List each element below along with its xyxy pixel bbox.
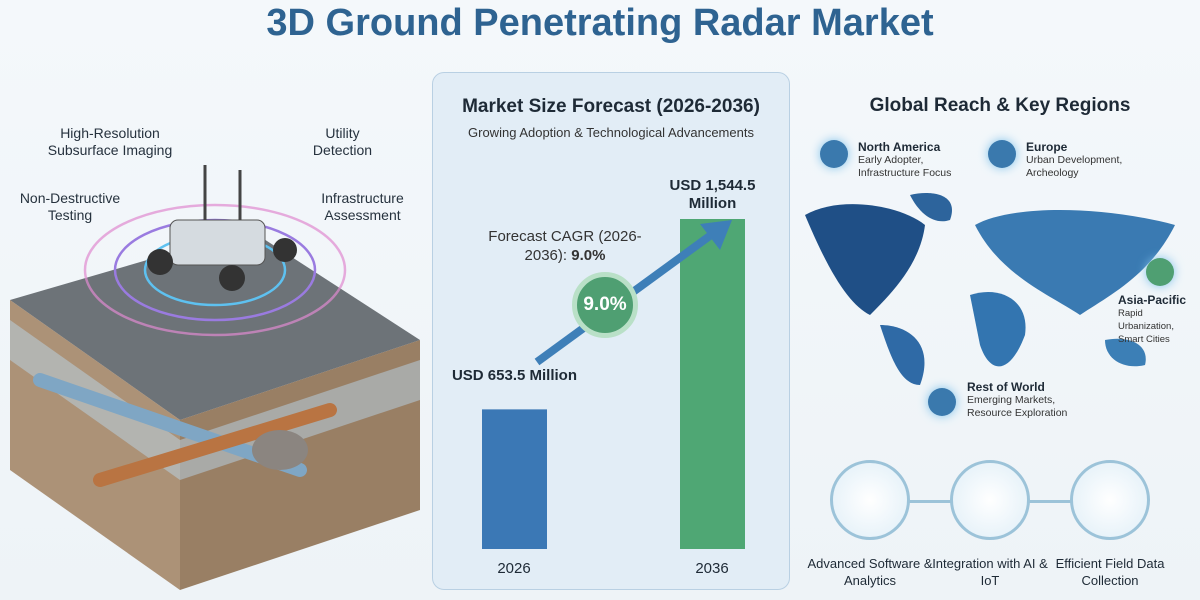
x-tick-2026: 2026 (497, 560, 531, 577)
bar-label-2026: USD 653.5 Million (451, 367, 578, 385)
cagr-value: 9.0% (571, 247, 606, 264)
reach-title: Global Reach & Key Regions (869, 95, 1131, 116)
bar-label-2036: USD 1,544.5 Million (669, 177, 756, 212)
region-north-america: North America Early Adopter, Infrastructu… (858, 140, 968, 180)
city-icon (820, 140, 848, 168)
label-subsurface-imaging: High-Resolution Subsurface Imaging (47, 125, 173, 158)
region-desc: Urban Development, Archeology (1026, 154, 1123, 179)
region-desc: Rapid Urbanization, Smart Cities (1118, 308, 1174, 345)
region-asia-pacific: Asia-Pacific Rapid Urbanization, Smart Ci… (1118, 293, 1200, 346)
gpr-illustration (10, 165, 420, 590)
region-desc: Emerging Markets, Resource Exploration (967, 394, 1068, 419)
region-name: Europe (1026, 140, 1068, 154)
region-name: North America (858, 140, 941, 154)
growth-chart-icon (1146, 258, 1174, 286)
region-name: Rest of World (967, 380, 1045, 394)
money-hand-icon (928, 388, 956, 416)
label-infrastructure: Infrastructure Assessment (321, 190, 404, 223)
cagr-annotation: Forecast CAGR (2026-2036): 9.0% (480, 227, 650, 265)
page-title: 3D Ground Penetrating Radar Market (266, 2, 934, 44)
radar-truck-icon (988, 140, 1016, 168)
bar-2036 (680, 219, 745, 549)
chart-subtitle: Growing Adoption & Technological Advance… (468, 125, 754, 140)
region-europe: Europe Urban Development, Archeology (1026, 140, 1136, 180)
region-rest-of-world: Rest of World Emerging Markets, Resource … (967, 380, 1082, 420)
label-ndt: Non-Destructive Testing (19, 190, 121, 223)
feature-software: Advanced Software & Analytics (807, 556, 933, 588)
label-utility-detection: Utility Detection (312, 125, 373, 158)
engineer-icon (1070, 460, 1150, 540)
region-name: Asia-Pacific (1118, 293, 1187, 307)
world-map (805, 193, 1175, 385)
arrow-head (700, 220, 732, 250)
cagr-text: Forecast CAGR (2026-2036): (488, 228, 642, 264)
feature-ai-iot: Integration with AI & IoT (932, 556, 1048, 588)
region-desc: Early Adopter, Infrastructure Focus (858, 154, 952, 179)
feature-field-data: Efficient Field Data Collection (1055, 556, 1165, 588)
cagr-badge: 9.0% (572, 272, 638, 338)
bar-2026 (482, 409, 547, 549)
cloud-icon (950, 460, 1030, 540)
gear-search-icon (830, 460, 910, 540)
chart-title: Market Size Forecast (2026-2036) (462, 96, 760, 117)
x-tick-2036: 2036 (695, 560, 729, 577)
